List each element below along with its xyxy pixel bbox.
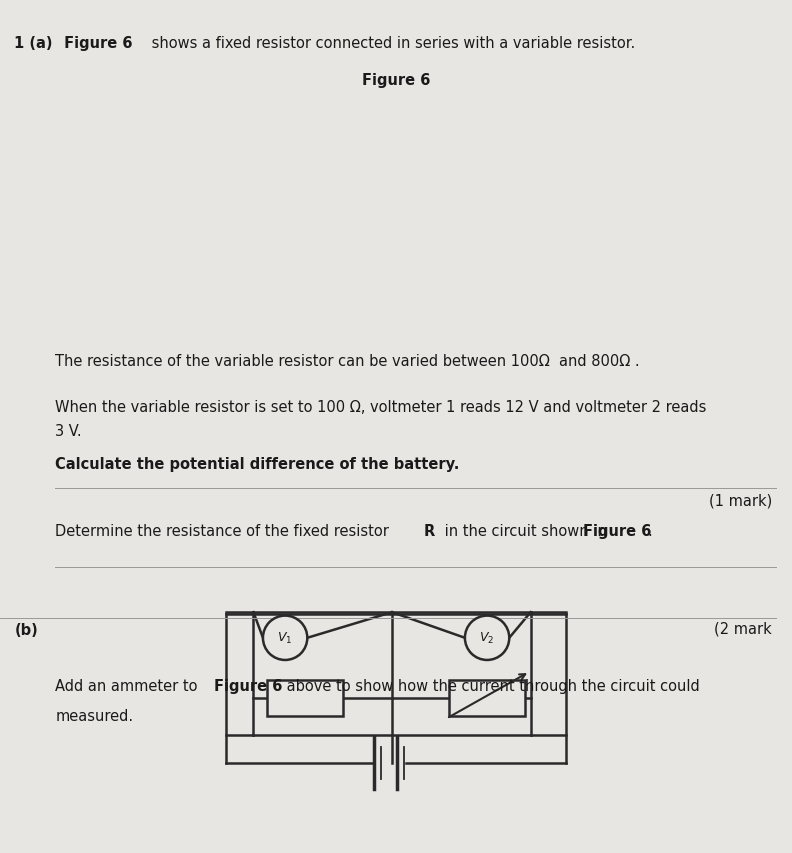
Bar <box>450 680 524 716</box>
Text: Figure 6: Figure 6 <box>362 73 430 88</box>
Text: above to show how the current through the circuit could: above to show how the current through th… <box>283 678 700 693</box>
Text: 1 (a): 1 (a) <box>14 36 53 51</box>
Text: $V_2$: $V_2$ <box>479 630 495 646</box>
Text: Figure 6: Figure 6 <box>584 523 652 538</box>
Text: When the variable resistor is set to 100 Ω, voltmeter 1 reads 12 V and voltmeter: When the variable resistor is set to 100… <box>55 399 706 415</box>
Text: Figure 6: Figure 6 <box>215 678 283 693</box>
Text: (2 mark: (2 mark <box>714 621 772 636</box>
Text: .: . <box>647 523 652 538</box>
Text: R: R <box>424 523 435 538</box>
Text: 3 V.: 3 V. <box>55 424 82 439</box>
Text: (1 mark): (1 mark) <box>709 493 772 508</box>
Text: Figure 6: Figure 6 <box>59 36 133 51</box>
Text: $V_1$: $V_1$ <box>277 630 293 646</box>
Text: Calculate the potential difference of the battery.: Calculate the potential difference of th… <box>55 456 460 472</box>
Circle shape <box>465 616 509 660</box>
Bar <box>268 680 343 716</box>
Text: Determine the resistance of the fixed resistor: Determine the resistance of the fixed re… <box>55 523 394 538</box>
Text: shows a fixed resistor connected in series with a variable resistor.: shows a fixed resistor connected in seri… <box>147 36 634 51</box>
Text: (b): (b) <box>14 622 38 637</box>
Text: in the circuit shown in: in the circuit shown in <box>440 523 611 538</box>
Text: measured.: measured. <box>55 708 134 723</box>
Text: The resistance of the variable resistor can be varied between 100Ω  and 800Ω .: The resistance of the variable resistor … <box>55 354 640 369</box>
Text: Add an ammeter to: Add an ammeter to <box>55 678 203 693</box>
Circle shape <box>263 616 307 660</box>
